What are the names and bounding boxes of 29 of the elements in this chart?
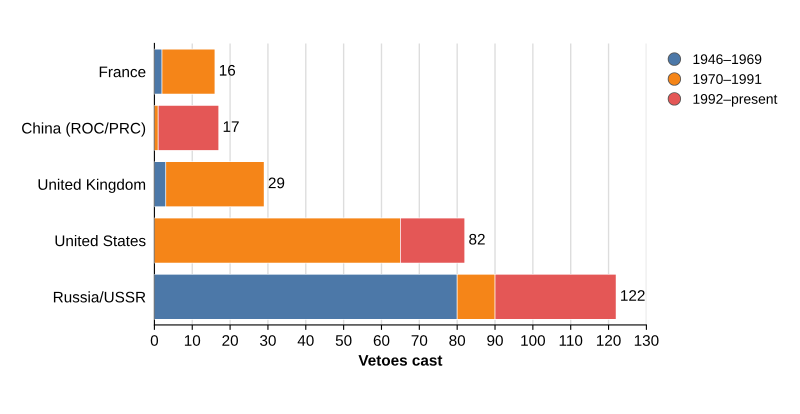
x-tick-label: 0 (150, 335, 158, 346)
x-tick-label: 130 (634, 335, 659, 346)
x-tick-label: 30 (260, 335, 276, 346)
x-tick-label: 60 (374, 335, 390, 346)
x-axis-title: Vetoes cast (358, 355, 442, 366)
bar (158, 105, 220, 151)
x-tick-label: 70 (412, 335, 428, 346)
y-tick-label: China (ROC/PRC) (22, 122, 146, 137)
y-tick-label: United Kingdom (38, 178, 146, 193)
total-label: 122 (621, 290, 645, 301)
x-tick-label: 110 (560, 335, 582, 346)
x-tick-label: 10 (184, 335, 200, 346)
legend-label: 1946–1969 (694, 54, 762, 64)
x-tick-label: 90 (487, 335, 503, 346)
y-tick-label: Russia/USSR (54, 291, 146, 303)
legend-label: 1992–present (694, 94, 778, 107)
x-tick-label: 40 (298, 335, 314, 346)
legend-label: 1970–1991 (694, 74, 762, 84)
y-tick-label: United States (56, 235, 146, 246)
x-tick-label: 50 (336, 335, 352, 346)
x-tick-label: 80 (449, 335, 466, 346)
total-label: 16 (220, 64, 236, 76)
x-tick-label: 20 (222, 335, 238, 346)
total-label: 17 (224, 121, 239, 132)
x-tick-label: 120 (596, 335, 621, 346)
total-label: 82 (469, 234, 485, 245)
y-tick-label: France (100, 66, 146, 78)
x-tick-label: 100 (521, 335, 546, 346)
total-label: 29 (268, 178, 284, 188)
